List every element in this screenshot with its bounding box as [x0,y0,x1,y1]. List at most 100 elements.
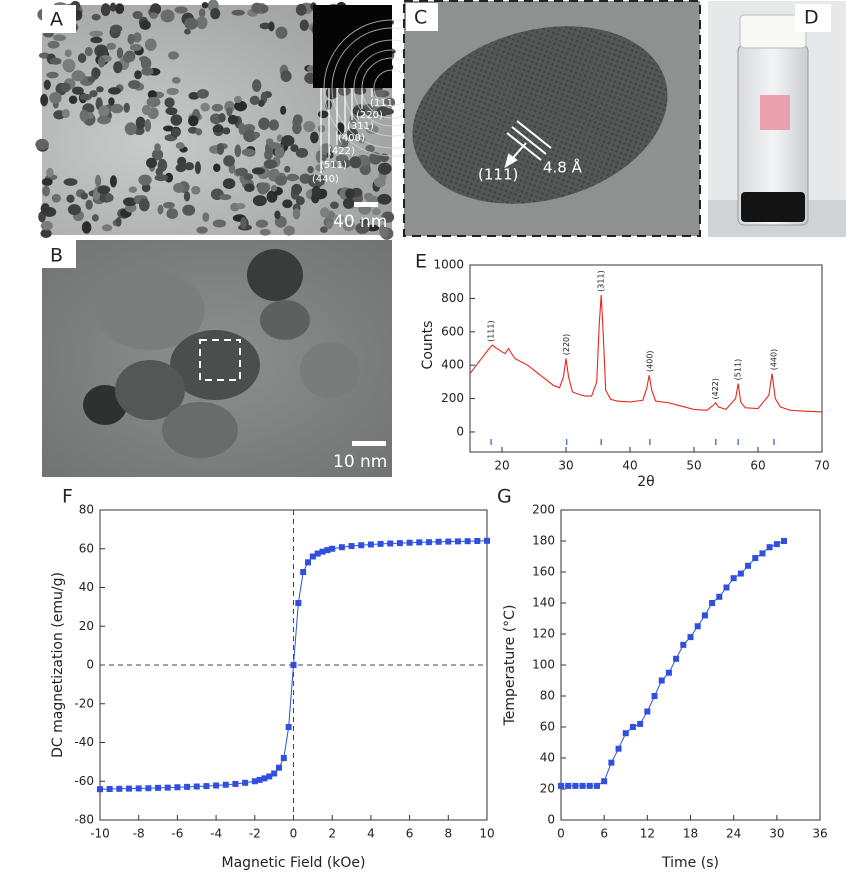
nanoparticle [257,182,269,195]
nanoparticle [342,197,355,209]
nanoparticle [381,211,395,223]
lattice [412,26,668,204]
nanoparticle [40,203,50,215]
nanoparticle [194,161,201,175]
x-tick-label: 10 [479,827,494,841]
nanoparticle [292,122,302,135]
nanoparticle [97,185,111,195]
nanoparticle [49,92,62,104]
panel-letter: G [497,486,512,508]
data-point [773,541,780,548]
y-tick-label: 80 [540,689,555,703]
y-tick-label: 160 [532,565,555,579]
nanoparticle [160,9,175,23]
nanoparticle [255,219,269,228]
data-point [164,784,171,791]
nanoparticle [349,156,362,169]
nanoparticle [43,79,51,90]
data-point [406,539,413,546]
data-point [155,784,162,791]
y-tick-label: 180 [532,534,555,548]
data-point [261,775,268,782]
nanoparticle [238,122,246,135]
data-point [658,677,665,684]
nanoparticle [211,103,224,112]
x-tick-label: 50 [686,459,701,473]
nanoparticle [67,204,81,216]
peak-label: (440) [770,349,779,371]
nanoparticle [235,167,248,177]
data-point [601,778,608,785]
data-point [275,764,282,771]
data-point [377,540,384,547]
data-line [469,295,823,413]
nanoparticle [359,162,371,176]
data-point [454,538,461,545]
nanoparticle [90,36,103,44]
panel-b-image: 10 nm B [42,240,392,477]
nanoparticle [188,115,199,127]
nanoparticle [129,43,142,52]
nanoparticle [46,71,59,79]
nanoparticle [123,102,130,113]
nanoparticle [258,117,270,131]
y-tick-label: 200 [441,391,464,405]
panel-letter-box [406,3,438,31]
data-point [435,538,442,545]
nanoparticle [222,127,231,135]
y-tick-label: 800 [441,291,464,305]
nanoparticle [113,61,123,74]
nanoparticle [252,131,261,139]
nanoparticle [292,208,301,220]
panel-letter: C [414,7,427,29]
nanoparticle [244,183,255,193]
nanoparticle [268,21,275,32]
x-tick-label: 12 [640,827,655,841]
x-tick-label: 4 [367,827,375,841]
nanoparticle [355,222,370,234]
nanoparticle [251,2,263,14]
data-point [135,785,142,792]
x-tick-label: 40 [622,459,637,473]
nanoparticle [259,22,271,30]
nanoparticle [115,3,125,15]
nanoparticle [310,131,319,144]
data-point [213,782,220,789]
nanoparticle [135,116,146,130]
data-point [184,783,191,790]
nanoparticle [216,143,225,155]
panel-letter: D [804,7,819,29]
nanoparticle [201,2,209,9]
nanoparticle [373,89,385,97]
nanoparticle [134,70,142,80]
data-point [416,539,423,546]
nanoparticle [286,173,300,182]
nanoparticle [94,174,102,188]
data-point [445,538,452,545]
x-tick-label: 8 [444,827,452,841]
data-point [271,770,278,777]
nanoparticle [315,164,325,172]
data-point [644,708,651,715]
y-tick-label: 100 [532,658,555,672]
nanoparticle [47,40,60,49]
nanoparticle [64,49,72,58]
nanoparticle [46,167,54,178]
nanoparticle [97,115,111,125]
nanoparticle [40,220,53,231]
nanoparticle [165,107,178,116]
data-point [752,555,759,562]
y-tick-label: 40 [540,751,555,765]
charts: 20 30 40 50 60 70020040060080010002θCountsE(1… [50,251,830,872]
nanoparticle [60,82,71,93]
nanoparticle [372,207,381,216]
y-tick-label: -80 [74,813,94,827]
y-tick-label: 0 [86,658,94,672]
nanoparticle [62,58,76,72]
ferrofluid [741,192,805,222]
nanoparticle [101,224,113,232]
nanoparticle [184,28,191,35]
peak-label: (400) [645,350,654,372]
nanoparticle [274,146,285,159]
nanoparticle [326,151,334,159]
